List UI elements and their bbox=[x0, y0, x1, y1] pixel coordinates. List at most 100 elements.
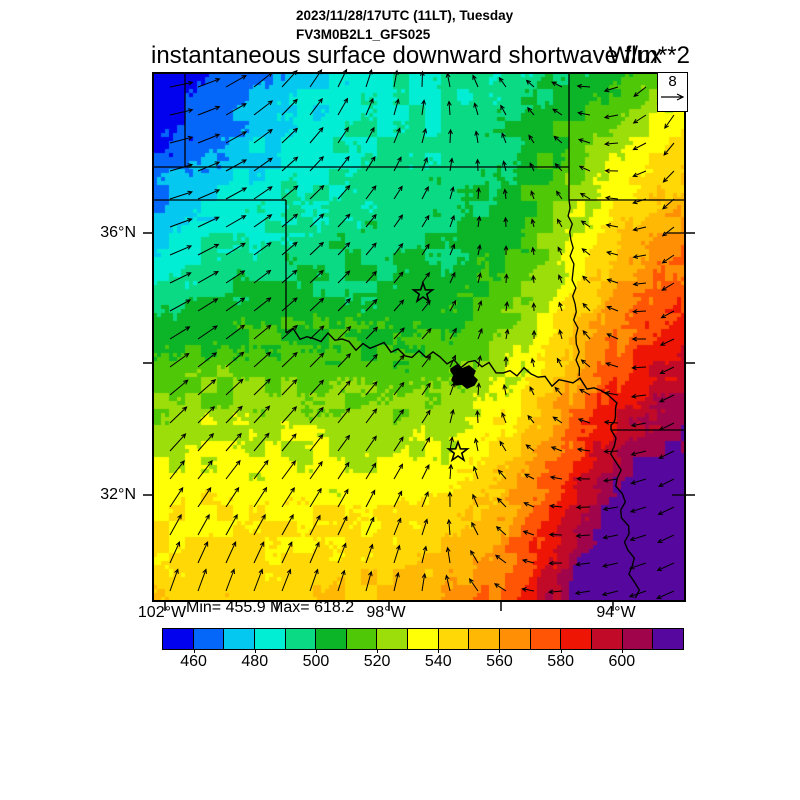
wind-arrow-icon bbox=[659, 366, 675, 374]
wind-arrow-icon bbox=[447, 128, 453, 144]
wind-arrow-icon bbox=[632, 142, 647, 151]
wind-arrow-icon bbox=[309, 514, 321, 536]
state-borders bbox=[153, 73, 685, 599]
wind-arrow-icon bbox=[548, 560, 563, 566]
wind-arrow-icon bbox=[197, 189, 221, 200]
colorbar-tick-label: 520 bbox=[363, 653, 391, 670]
wind-arrow-icon bbox=[494, 554, 507, 564]
wind-arrow-icon bbox=[605, 223, 619, 228]
wind-arrow-icon bbox=[504, 328, 510, 340]
wind-arrow-icon bbox=[656, 562, 675, 571]
wind-arrow-icon bbox=[393, 544, 401, 564]
wind-arrow-icon bbox=[393, 381, 405, 396]
colorbar-segment bbox=[408, 629, 439, 649]
red-river-border bbox=[285, 327, 618, 430]
wind-arrow-icon bbox=[632, 114, 647, 124]
wind-arrow-icon bbox=[419, 70, 425, 88]
lake-blob bbox=[450, 364, 478, 389]
wind-arrow-icon bbox=[662, 170, 675, 183]
wind-arrow-icon bbox=[281, 324, 298, 340]
wind-arrow-icon bbox=[448, 463, 454, 480]
wind-arrow-icon bbox=[421, 409, 431, 424]
wind-arrow-icon bbox=[393, 98, 400, 116]
wind-arrow-icon bbox=[632, 226, 647, 232]
wind-arrow-icon bbox=[197, 161, 221, 172]
wind-arrow-icon bbox=[253, 157, 274, 172]
wind-arrow-icon bbox=[662, 198, 675, 210]
wind-arrow-icon bbox=[169, 108, 194, 116]
wind-arrow-icon bbox=[281, 269, 298, 284]
wind-arrow-icon bbox=[309, 297, 325, 312]
wind-arrow-icon bbox=[472, 465, 479, 480]
wind-arrow-icon bbox=[421, 327, 432, 340]
lon-tick-label: 94°W bbox=[596, 604, 636, 621]
wind-arrow-icon bbox=[337, 126, 349, 144]
colorbar-tick bbox=[254, 649, 256, 653]
wind-arrow-icon bbox=[502, 383, 508, 396]
wind-arrow-icon bbox=[253, 128, 274, 144]
wind-arrow-icon bbox=[530, 357, 536, 368]
wind-arrow-icon bbox=[253, 513, 266, 536]
wind-arrow-icon bbox=[225, 541, 237, 564]
colorbar-segment bbox=[469, 629, 501, 649]
wind-arrow-icon bbox=[365, 408, 378, 424]
wind-arrow-icon bbox=[309, 406, 324, 424]
wind-arrow-icon bbox=[530, 190, 535, 200]
wind-arrow-icon bbox=[337, 241, 351, 256]
wind-arrow-icon bbox=[500, 104, 507, 116]
wind-arrow-icon bbox=[552, 108, 563, 116]
wind-arrow-icon bbox=[393, 214, 404, 228]
wind-arrow-icon bbox=[421, 355, 432, 368]
wind-arrow-icon bbox=[658, 450, 675, 459]
wind-arrow-icon bbox=[578, 388, 591, 396]
colorbar-segment bbox=[377, 629, 409, 649]
wind-arrow-icon bbox=[582, 330, 591, 340]
lat-tick-label: 32°N bbox=[100, 486, 136, 503]
wind-arrow-icon bbox=[529, 162, 535, 172]
wind-arrow-icon bbox=[631, 365, 647, 371]
wind-arrow-icon bbox=[253, 297, 272, 312]
wind-arrow-icon bbox=[632, 198, 647, 205]
wind-arrow-icon bbox=[554, 162, 563, 172]
wind-arrow-icon bbox=[253, 242, 272, 256]
wind-arrow-icon bbox=[473, 437, 479, 452]
wind-arrow-icon bbox=[253, 186, 273, 200]
lon-tick-label: 98°W bbox=[366, 604, 406, 621]
wind-arrow-icon bbox=[197, 459, 213, 480]
wind-arrow-icon bbox=[525, 79, 535, 88]
wind-arrow-icon bbox=[630, 478, 647, 485]
wind-arrow-icon bbox=[309, 541, 320, 564]
wind-arrow-icon bbox=[281, 241, 298, 256]
wind-arrow-icon bbox=[558, 301, 563, 312]
wind-arrow-icon bbox=[225, 351, 245, 368]
wind-arrow-icon bbox=[225, 324, 246, 340]
wind-arrow-icon bbox=[337, 434, 351, 452]
wind-arrow-icon bbox=[501, 132, 507, 144]
wind-arrow-icon bbox=[468, 578, 479, 592]
wind-arrow-icon bbox=[471, 521, 479, 536]
map-overlay bbox=[143, 68, 695, 611]
wind-arrow-icon bbox=[576, 83, 591, 89]
wind-arrow-icon bbox=[605, 250, 619, 256]
wind-arrow-icon bbox=[421, 436, 431, 452]
wind-arrow-icon bbox=[281, 127, 299, 144]
wind-arrow-icon bbox=[197, 298, 219, 312]
wind-arrow-icon bbox=[337, 488, 349, 508]
wind-arrow-icon bbox=[309, 184, 325, 200]
wind-arrow-icon bbox=[169, 272, 192, 284]
colorbar-segment bbox=[254, 629, 286, 649]
wind-arrow-icon bbox=[601, 590, 619, 597]
wind-arrow-icon bbox=[337, 155, 350, 172]
wind-arrow-icon bbox=[472, 493, 479, 508]
wind-arrow-icon bbox=[525, 444, 535, 452]
wind-arrow-icon bbox=[553, 135, 563, 144]
colorbar-tick bbox=[315, 649, 317, 653]
wind-arrow-icon bbox=[421, 491, 429, 508]
wind-arrow-icon bbox=[630, 450, 647, 457]
wind-arrow-icon bbox=[365, 242, 377, 256]
wind-arrow-icon bbox=[253, 324, 272, 340]
wind-arrow-icon bbox=[558, 328, 563, 340]
wind-arrow-icon bbox=[449, 186, 455, 200]
wind-arrow-icon bbox=[602, 534, 619, 540]
wind-arrow-icon bbox=[498, 76, 507, 88]
